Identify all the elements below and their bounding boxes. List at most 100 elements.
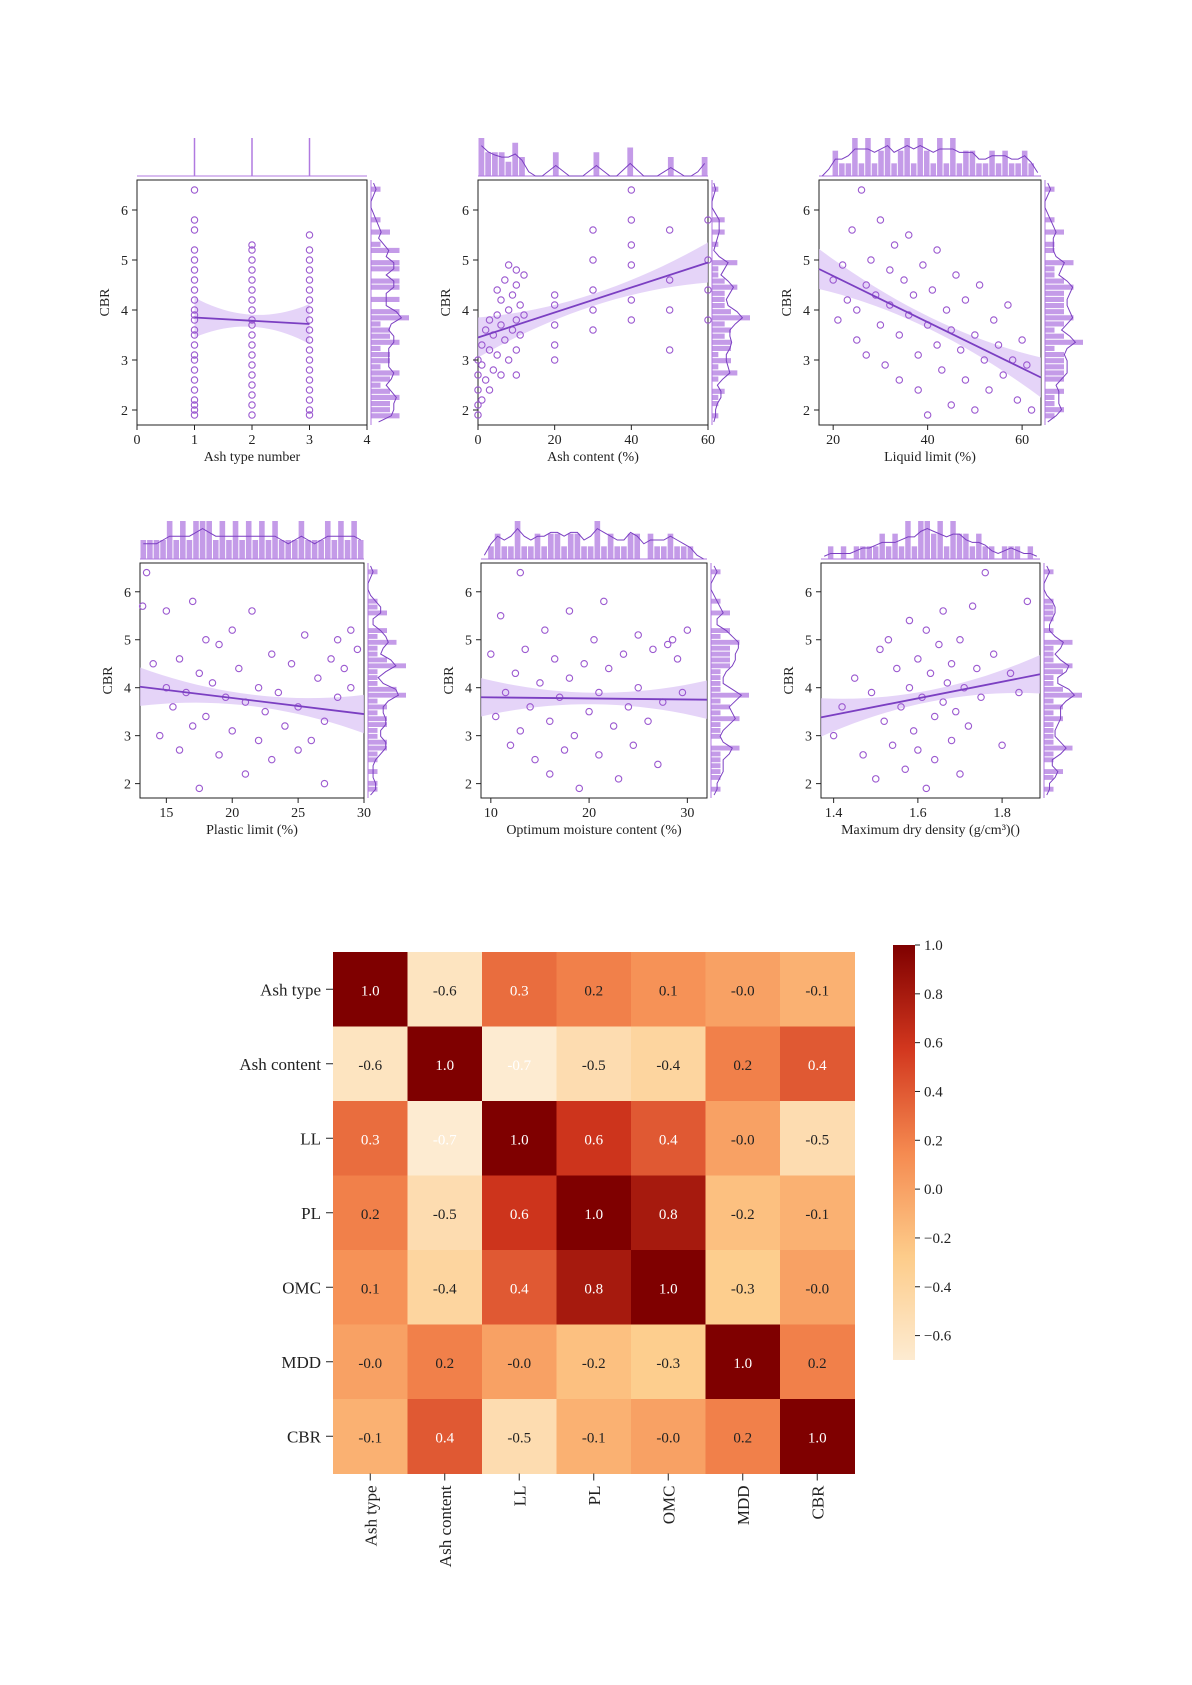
y-marginal-bar: [368, 728, 378, 733]
data-point: [162, 683, 171, 692]
heatmap-cell: [407, 1324, 483, 1400]
y-marginal-bar: [371, 284, 400, 290]
data-point: [347, 626, 355, 634]
data-point: [190, 266, 199, 274]
x-marginal-bar: [904, 138, 910, 176]
x-tick-label: 1.6: [909, 806, 927, 821]
x-marginal-bar: [567, 533, 574, 559]
data-point: [609, 722, 618, 730]
y-tick-label: 6: [124, 586, 131, 601]
heatmap-cell-value: 1.0: [361, 983, 380, 999]
y-marginal-bar: [711, 710, 721, 716]
x-marginal-bar: [687, 546, 694, 559]
x-marginal-bar: [634, 533, 641, 559]
y-marginal-bar: [711, 569, 721, 575]
y-marginal-bar: [712, 376, 719, 382]
data-point: [493, 351, 501, 359]
heatmap-cell: [631, 1101, 706, 1176]
data-point: [190, 411, 199, 419]
x-marginal-bar: [845, 163, 852, 176]
heatmap-cell-value: -0.7: [433, 1132, 457, 1148]
x-marginal-bar: [969, 150, 976, 176]
y-marginal-bar: [368, 780, 378, 786]
x-marginal-bar: [180, 521, 186, 559]
y-marginal-bar: [1045, 339, 1083, 345]
data-point: [704, 286, 712, 294]
y-marginal-bar: [712, 229, 725, 235]
y-marginal-bar: [1045, 278, 1064, 284]
heatmap-cell-value: 0.8: [659, 1207, 678, 1223]
data-point: [589, 226, 597, 234]
data-point: [550, 321, 559, 329]
data-point: [560, 746, 569, 754]
data-point: [947, 401, 956, 409]
y-marginal-bar: [1044, 669, 1063, 675]
y-marginal-bar: [1044, 704, 1063, 710]
x-tick-label: 1.4: [825, 806, 843, 821]
x-marginal-bar: [259, 521, 265, 559]
x-marginal-bar: [318, 540, 324, 559]
y-marginal-bar: [371, 278, 400, 284]
data-point: [914, 386, 922, 394]
y-marginal-bar: [368, 639, 397, 645]
data-point: [665, 306, 674, 314]
y-marginal-bar: [1045, 186, 1055, 192]
data-point: [1006, 669, 1015, 678]
data-point: [595, 751, 603, 759]
y-marginal-bar: [371, 229, 390, 235]
data-point: [333, 635, 342, 644]
y-marginal-bar: [1045, 327, 1055, 333]
y-marginal-bar: [371, 345, 381, 351]
x-marginal-bar: [627, 533, 634, 559]
x-marginal-bar: [950, 138, 956, 176]
data-point: [208, 679, 217, 687]
x-marginal-bar: [1002, 150, 1008, 176]
scatter-panel-5: 10 20 30 2 3 4 5 6 Optimum moisture content (%) C…: [442, 521, 749, 838]
scatter-panel-1: 0 1 2 3 4 2 3 4 5 6 Ash type number CBR: [98, 138, 409, 465]
heatmap-col-label: MDD: [734, 1486, 753, 1526]
y-tick-label: 6: [121, 204, 128, 219]
x-marginal-kde: [143, 528, 361, 545]
y-marginal-bar: [1044, 610, 1054, 616]
y-marginal-bar: [711, 786, 721, 792]
y-marginal-kde: [370, 182, 403, 423]
y-marginal-bar: [711, 698, 721, 704]
heatmap-cell-value: -0.5: [582, 1058, 606, 1074]
heatmap-cell-value: -0.1: [805, 983, 829, 999]
data-point: [190, 276, 199, 284]
y-marginal-bar: [712, 278, 725, 284]
y-marginal-bar: [711, 745, 740, 751]
y-tick-label: 4: [462, 304, 469, 319]
data-point: [508, 291, 517, 299]
y-marginal-bar: [371, 388, 390, 394]
scatter-panel-4: 15 20 25 30 2 3 4 5 6 Plastic limit (%) CBR: [101, 521, 406, 838]
colorbar-tick-label: 0.6: [924, 1036, 943, 1052]
heatmap-cell-value: -0.0: [805, 1281, 829, 1297]
data-point: [516, 727, 525, 735]
data-point: [190, 256, 199, 264]
heatmap-cell: [705, 1175, 781, 1251]
y-marginal-bar: [368, 739, 387, 745]
data-point: [190, 246, 199, 254]
y-axis-label: CBR: [439, 288, 454, 317]
x-tick-label: 1: [191, 433, 198, 448]
heatmap-cell: [780, 1026, 855, 1102]
data-point: [665, 346, 674, 354]
heatmap-cell-value: 1.0: [733, 1356, 752, 1372]
data-point: [895, 376, 904, 384]
data-point: [190, 326, 199, 334]
x-marginal-bar: [989, 150, 995, 176]
heatmap-col-label: LL: [510, 1486, 529, 1507]
data-point: [604, 664, 613, 673]
data-point: [956, 635, 964, 644]
x-marginal-bar: [541, 546, 547, 559]
x-tick-label: 30: [680, 806, 694, 821]
y-marginal-bar: [371, 327, 390, 333]
y-marginal-kde: [1043, 565, 1076, 796]
x-marginal-bar: [1028, 163, 1034, 176]
y-marginal-bar: [1045, 376, 1064, 382]
heatmap-cell: [407, 952, 483, 1027]
plot-frame: [818, 179, 1042, 426]
y-marginal-bar: [711, 598, 721, 604]
y-marginal-bar: [368, 733, 378, 739]
